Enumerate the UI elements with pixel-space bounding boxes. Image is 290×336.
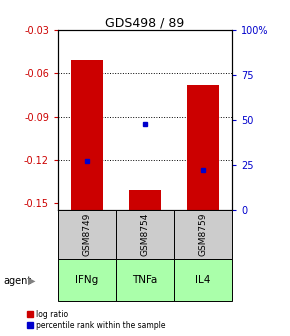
Text: GSM8754: GSM8754: [140, 213, 150, 256]
Bar: [187, 85, 219, 210]
Text: IL4: IL4: [195, 275, 211, 285]
Bar: [71, 60, 103, 210]
Bar: [174, 259, 232, 301]
Text: TNFa: TNFa: [132, 275, 158, 285]
Bar: [58, 259, 116, 301]
Text: ▶: ▶: [28, 276, 35, 286]
Bar: [116, 259, 174, 301]
Text: GSM8759: GSM8759: [198, 213, 208, 256]
Bar: [116, 210, 174, 259]
Legend: log ratio, percentile rank within the sample: log ratio, percentile rank within the sa…: [27, 309, 166, 330]
Text: agent: agent: [3, 276, 31, 286]
Title: GDS498 / 89: GDS498 / 89: [105, 16, 185, 29]
Text: IFNg: IFNg: [75, 275, 99, 285]
Bar: [174, 210, 232, 259]
Bar: [129, 190, 161, 210]
Text: GSM8749: GSM8749: [82, 213, 92, 256]
Bar: [58, 210, 116, 259]
